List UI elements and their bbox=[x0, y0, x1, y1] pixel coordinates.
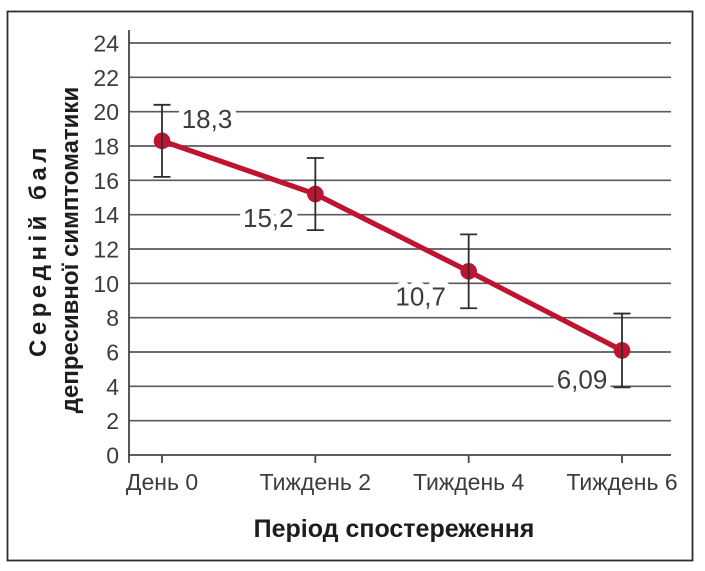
error-bar bbox=[306, 157, 324, 232]
data-series bbox=[153, 132, 631, 359]
y-tick-label: 12 bbox=[93, 237, 119, 263]
y-axis-title-line-2: депресивної симптоматики bbox=[57, 87, 84, 413]
x-tick-label: Тиждень 4 bbox=[413, 469, 525, 495]
error-bar bbox=[613, 312, 631, 389]
data-point-label: 15,2 bbox=[243, 203, 294, 233]
y-tick-label: 20 bbox=[93, 99, 119, 125]
data-point-label: 18,3 bbox=[182, 104, 233, 134]
y-tick-label: 8 bbox=[106, 305, 119, 331]
x-axis-title: Період спостереження bbox=[254, 515, 535, 543]
series-line bbox=[159, 138, 625, 354]
y-tick-label: 18 bbox=[93, 134, 119, 160]
y-tick-label: 22 bbox=[93, 65, 119, 91]
y-tick-label: 6 bbox=[106, 340, 119, 366]
y-tick-label: 24 bbox=[93, 31, 119, 57]
y-tick-label: 2 bbox=[106, 408, 119, 434]
y-tick-label: 10 bbox=[93, 271, 119, 297]
y-tick-label: 16 bbox=[93, 168, 119, 194]
error-bar bbox=[153, 103, 171, 178]
error-bar bbox=[460, 233, 478, 310]
gridlines bbox=[129, 42, 671, 422]
y-tick-label: 14 bbox=[93, 202, 119, 228]
x-tick-label: Тиждень 2 bbox=[260, 469, 371, 495]
data-point-label: 10,7 bbox=[395, 281, 446, 311]
error-bars bbox=[153, 103, 631, 389]
y-tick-label: 0 bbox=[106, 443, 119, 469]
x-tick-label: Тиждень 6 bbox=[566, 469, 677, 495]
x-tick-labels: День 0 Тиждень 2 Тиждень 4 Тиждень 6 bbox=[126, 469, 678, 495]
figure-border bbox=[6, 10, 694, 562]
data-point-label: 6,09 bbox=[557, 364, 608, 394]
y-axis-title-line-1: Середній бал bbox=[25, 143, 52, 357]
y-tick-label: 4 bbox=[106, 374, 119, 400]
data-point-labels: 18,3 15,2 10,7 6,09 bbox=[176, 98, 613, 400]
x-axis-ticks bbox=[161, 455, 623, 463]
x-tick-label: День 0 bbox=[126, 469, 198, 495]
